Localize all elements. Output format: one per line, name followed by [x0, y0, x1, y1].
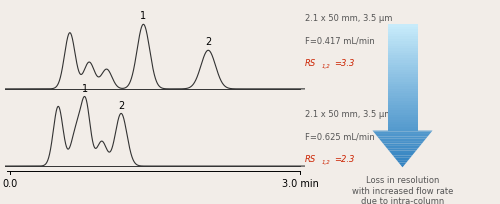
Polygon shape — [388, 34, 418, 36]
Text: 2: 2 — [118, 101, 124, 111]
Polygon shape — [387, 148, 418, 151]
Polygon shape — [388, 129, 418, 131]
Polygon shape — [385, 146, 420, 148]
Polygon shape — [388, 122, 418, 124]
Polygon shape — [388, 93, 418, 96]
Polygon shape — [388, 98, 418, 101]
Polygon shape — [388, 51, 418, 53]
Polygon shape — [388, 86, 418, 89]
Polygon shape — [388, 41, 418, 43]
Text: 2.1 x 50 mm, 3.5 μm: 2.1 x 50 mm, 3.5 μm — [305, 110, 392, 119]
Polygon shape — [388, 58, 418, 60]
Polygon shape — [396, 160, 408, 163]
Text: F=0.417 mL/min: F=0.417 mL/min — [305, 37, 375, 46]
Polygon shape — [388, 27, 418, 29]
Text: =3.3: =3.3 — [334, 59, 354, 68]
Polygon shape — [388, 110, 418, 113]
Polygon shape — [388, 124, 418, 127]
Polygon shape — [388, 91, 418, 93]
Polygon shape — [388, 63, 418, 65]
Text: 1,2: 1,2 — [322, 160, 330, 165]
Polygon shape — [391, 153, 414, 155]
Text: 1: 1 — [140, 11, 146, 21]
Polygon shape — [388, 74, 418, 77]
Polygon shape — [388, 101, 418, 103]
Polygon shape — [388, 55, 418, 58]
Polygon shape — [388, 46, 418, 48]
Text: Loss in resolution
with increased flow rate
due to intra-column
band broadening: Loss in resolution with increased flow r… — [352, 176, 453, 204]
Text: =2.3: =2.3 — [334, 155, 354, 164]
Polygon shape — [388, 79, 418, 82]
Polygon shape — [388, 67, 418, 70]
Polygon shape — [388, 127, 418, 129]
Polygon shape — [388, 108, 418, 110]
Polygon shape — [388, 72, 418, 74]
Polygon shape — [388, 77, 418, 79]
Polygon shape — [383, 143, 422, 146]
Text: 2: 2 — [205, 38, 212, 48]
Polygon shape — [388, 103, 418, 105]
Polygon shape — [388, 84, 418, 86]
Polygon shape — [388, 39, 418, 41]
Text: 0.0: 0.0 — [2, 179, 18, 189]
Text: 2.1 x 50 mm, 3.5 μm: 2.1 x 50 mm, 3.5 μm — [305, 14, 392, 23]
Polygon shape — [388, 113, 418, 115]
Polygon shape — [388, 32, 418, 34]
Polygon shape — [388, 43, 418, 46]
Polygon shape — [388, 65, 418, 67]
Polygon shape — [388, 96, 418, 98]
Polygon shape — [388, 48, 418, 51]
Text: 1,2: 1,2 — [322, 64, 330, 69]
Polygon shape — [388, 82, 418, 84]
Polygon shape — [389, 151, 416, 153]
Polygon shape — [388, 89, 418, 91]
Polygon shape — [379, 139, 426, 141]
Polygon shape — [388, 29, 418, 32]
Polygon shape — [388, 53, 418, 55]
Polygon shape — [388, 70, 418, 72]
Text: F=0.625 mL/min: F=0.625 mL/min — [305, 133, 375, 142]
Polygon shape — [377, 136, 428, 139]
Polygon shape — [388, 36, 418, 39]
Polygon shape — [388, 105, 418, 108]
Text: RS: RS — [305, 155, 316, 164]
Polygon shape — [388, 115, 418, 117]
Polygon shape — [400, 165, 404, 167]
Polygon shape — [388, 60, 418, 63]
Polygon shape — [388, 120, 418, 122]
Polygon shape — [381, 141, 424, 143]
Polygon shape — [376, 134, 430, 136]
Polygon shape — [388, 24, 418, 27]
Polygon shape — [398, 163, 406, 165]
Polygon shape — [393, 155, 412, 158]
Text: 3.0 min: 3.0 min — [282, 179, 319, 189]
Text: 1: 1 — [82, 84, 88, 94]
Polygon shape — [394, 158, 410, 160]
Polygon shape — [372, 131, 432, 132]
Text: RS: RS — [305, 59, 316, 68]
Polygon shape — [388, 117, 418, 120]
Polygon shape — [374, 132, 432, 134]
